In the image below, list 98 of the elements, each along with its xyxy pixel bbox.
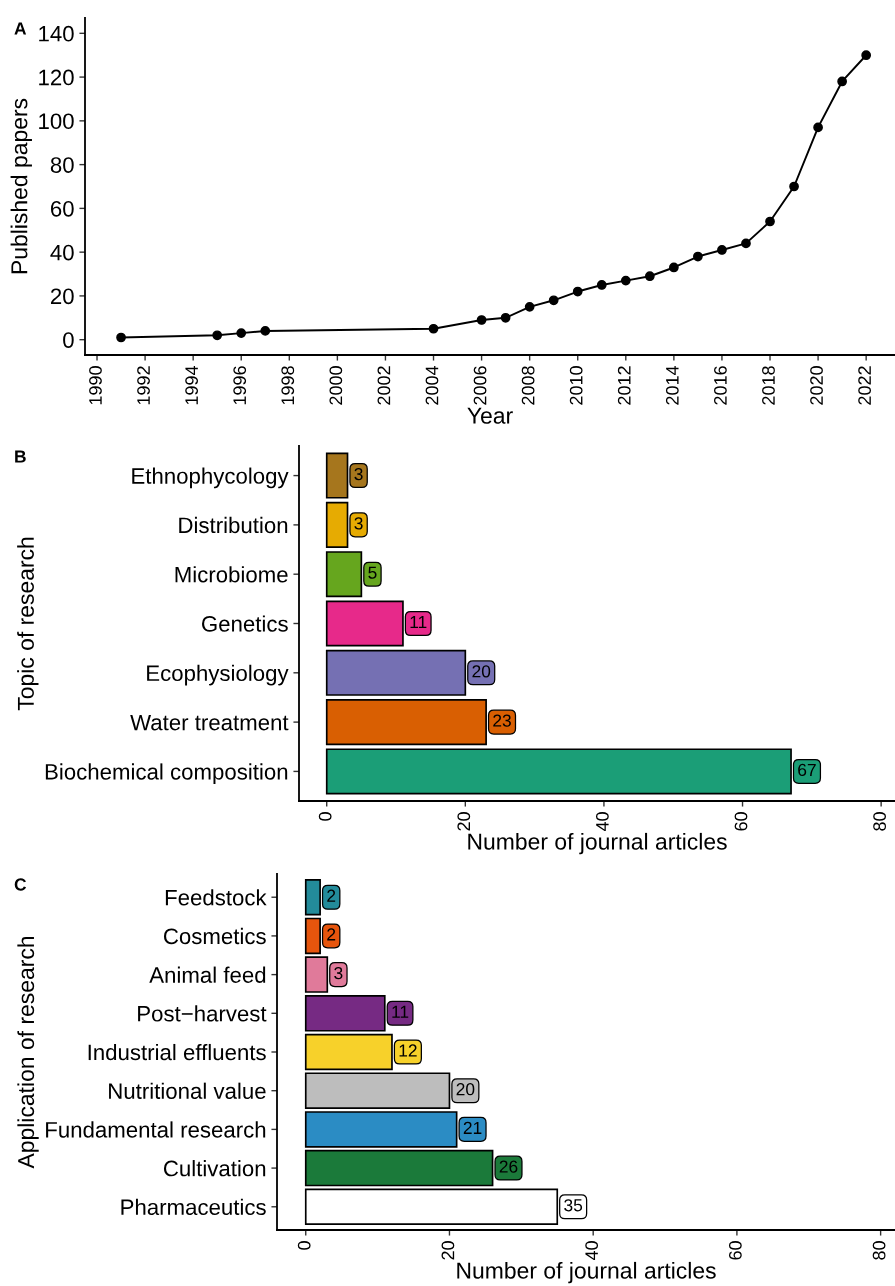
y-tick-label: Distribution bbox=[179, 516, 288, 534]
point bbox=[524, 301, 535, 312]
x-tick-label: 0 bbox=[297, 1241, 311, 1250]
point bbox=[236, 328, 247, 338]
text: B bbox=[15, 450, 26, 463]
point bbox=[596, 280, 607, 290]
point bbox=[548, 295, 559, 306]
y-tick-label: 140 bbox=[39, 25, 74, 42]
y-tick-label: Cultivation bbox=[163, 1160, 266, 1177]
x-axis-title: Number of journal articles bbox=[468, 832, 727, 855]
point bbox=[837, 76, 847, 87]
x-tick-label: 20 bbox=[441, 1241, 455, 1260]
x-tick-label: 0 bbox=[318, 812, 332, 821]
y-tick-label: Biochemical composition bbox=[45, 763, 288, 785]
point bbox=[693, 251, 703, 262]
y-axis-title: Published papers bbox=[10, 98, 32, 274]
y-tick-label: Ethnophycology bbox=[132, 467, 289, 489]
x-tick-label: 40 bbox=[595, 812, 609, 832]
data-label: 20 bbox=[456, 1083, 475, 1096]
point bbox=[620, 275, 631, 286]
y-tick-label: Fundamental research bbox=[46, 1121, 266, 1138]
point bbox=[717, 245, 727, 255]
point bbox=[116, 332, 126, 343]
point bbox=[861, 50, 872, 61]
x-tick-label: 40 bbox=[585, 1241, 599, 1261]
x-axis-title: Number of journal articles bbox=[457, 1261, 716, 1284]
x-tick-label: 2004 bbox=[425, 365, 439, 405]
y-tick-label: 40 bbox=[50, 244, 74, 261]
chart-title: A bbox=[14, 22, 27, 35]
y-tick-label: Pharmaceutics bbox=[121, 1198, 266, 1216]
x-tick-label: 20 bbox=[457, 812, 471, 831]
data-label: 3 bbox=[354, 517, 363, 530]
data-label: 2 bbox=[327, 889, 336, 902]
data-label: 35 bbox=[564, 1199, 583, 1212]
point bbox=[765, 216, 775, 227]
y-tick-label: 0 bbox=[63, 332, 74, 348]
y-tick-label: 80 bbox=[50, 157, 74, 173]
data-label: 2 bbox=[327, 928, 336, 941]
y-tick-label: Genetics bbox=[202, 615, 288, 632]
point bbox=[260, 326, 271, 336]
point bbox=[741, 238, 751, 249]
x-tick-label: 60 bbox=[734, 812, 748, 831]
x-tick-label: 1990 bbox=[89, 366, 102, 405]
x-tick-label: 2010 bbox=[569, 366, 583, 405]
x-axis-title: Year bbox=[467, 407, 513, 424]
x-tick-label: 2008 bbox=[521, 366, 535, 405]
data-label: 5 bbox=[368, 566, 377, 579]
y-tick-label: 20 bbox=[50, 288, 74, 305]
point bbox=[212, 330, 223, 341]
x-tick-label: 2020 bbox=[810, 366, 823, 405]
data-label: 3 bbox=[354, 467, 363, 481]
x-tick-label: 2022 bbox=[858, 366, 871, 405]
point bbox=[789, 181, 799, 192]
y-tick-label: Microbiome bbox=[175, 566, 288, 583]
y-tick-label: 60 bbox=[51, 200, 74, 217]
x-tick-label: 2018 bbox=[762, 366, 775, 405]
point bbox=[572, 286, 583, 297]
text: C bbox=[14, 878, 27, 891]
y-tick-label: Post−harvest bbox=[138, 1005, 267, 1022]
x-tick-label: 80 bbox=[872, 1241, 886, 1260]
y-tick-label: 120 bbox=[39, 69, 74, 86]
point bbox=[669, 262, 679, 273]
y-tick-label: Water treatment bbox=[130, 714, 289, 731]
x-tick-label: 1992 bbox=[137, 366, 150, 405]
x-tick-label: 2012 bbox=[617, 366, 631, 405]
x-tick-label: 2014 bbox=[665, 365, 679, 405]
point bbox=[644, 271, 655, 282]
x-tick-label: 1998 bbox=[281, 366, 295, 405]
y-tick-label: Industrial effluents bbox=[88, 1043, 266, 1061]
data-label: 20 bbox=[472, 665, 491, 678]
x-tick-label: 2016 bbox=[714, 366, 727, 405]
point bbox=[428, 323, 439, 334]
y-tick-label: Feedstock bbox=[165, 889, 267, 906]
data-label: 23 bbox=[493, 714, 511, 727]
y-axis-title: Topic of research bbox=[17, 537, 39, 711]
y-tick-label: Animal feed bbox=[149, 966, 266, 983]
data-label: 12 bbox=[399, 1044, 417, 1057]
x-tick-label: 2002 bbox=[377, 366, 391, 405]
x-tick-label: 80 bbox=[873, 812, 886, 831]
data-label: 3 bbox=[334, 966, 343, 980]
x-tick-label: 60 bbox=[728, 1241, 742, 1260]
x-tick-label: 1994 bbox=[185, 365, 199, 405]
data-label: 11 bbox=[410, 616, 427, 628]
x-tick-label: 1996 bbox=[233, 366, 247, 405]
x-tick-label: 2000 bbox=[329, 366, 343, 405]
data-label: 26 bbox=[499, 1160, 518, 1173]
point bbox=[813, 122, 823, 133]
y-tick-label: Nutritional value bbox=[109, 1082, 266, 1099]
x-tick-label: 2006 bbox=[473, 366, 487, 405]
y-tick-label: Cosmetics bbox=[163, 927, 266, 945]
y-tick-label: 100 bbox=[39, 113, 74, 130]
data-label: 21 bbox=[463, 1121, 482, 1134]
y-tick-label: Ecophysiology bbox=[147, 664, 289, 686]
data-label: 67 bbox=[798, 763, 816, 777]
y-axis-title: Application of research bbox=[17, 936, 39, 1169]
point bbox=[476, 315, 487, 325]
point bbox=[500, 312, 511, 323]
data-label: 11 bbox=[392, 1005, 409, 1018]
